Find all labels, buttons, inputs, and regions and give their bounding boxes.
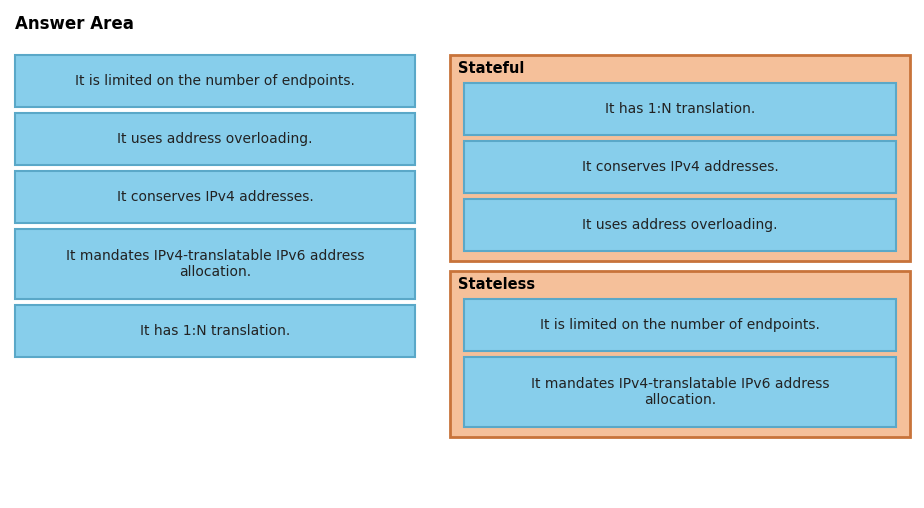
FancyBboxPatch shape bbox=[464, 299, 896, 351]
Text: It has 1:N translation.: It has 1:N translation. bbox=[605, 102, 755, 116]
Text: It is limited on the number of endpoints.: It is limited on the number of endpoints… bbox=[75, 74, 355, 88]
Text: It uses address overloading.: It uses address overloading. bbox=[582, 218, 778, 232]
Text: It uses address overloading.: It uses address overloading. bbox=[117, 132, 312, 146]
FancyBboxPatch shape bbox=[450, 55, 910, 261]
FancyBboxPatch shape bbox=[464, 357, 896, 427]
FancyBboxPatch shape bbox=[15, 55, 415, 107]
FancyBboxPatch shape bbox=[464, 199, 896, 251]
FancyBboxPatch shape bbox=[450, 271, 910, 437]
Text: It conserves IPv4 addresses.: It conserves IPv4 addresses. bbox=[581, 160, 778, 174]
FancyBboxPatch shape bbox=[15, 171, 415, 223]
Text: Stateless: Stateless bbox=[458, 277, 535, 292]
FancyBboxPatch shape bbox=[15, 229, 415, 299]
Text: It has 1:N translation.: It has 1:N translation. bbox=[140, 324, 290, 338]
Text: Stateful: Stateful bbox=[458, 61, 525, 76]
FancyBboxPatch shape bbox=[464, 141, 896, 193]
Text: It is limited on the number of endpoints.: It is limited on the number of endpoints… bbox=[540, 318, 820, 332]
Text: It mandates IPv4-translatable IPv6 address
allocation.: It mandates IPv4-translatable IPv6 addre… bbox=[66, 249, 364, 279]
Text: It mandates IPv4-translatable IPv6 address
allocation.: It mandates IPv4-translatable IPv6 addre… bbox=[530, 377, 829, 407]
FancyBboxPatch shape bbox=[464, 83, 896, 135]
FancyBboxPatch shape bbox=[15, 305, 415, 357]
Text: It conserves IPv4 addresses.: It conserves IPv4 addresses. bbox=[116, 190, 313, 204]
Text: Answer Area: Answer Area bbox=[15, 15, 134, 33]
FancyBboxPatch shape bbox=[15, 113, 415, 165]
